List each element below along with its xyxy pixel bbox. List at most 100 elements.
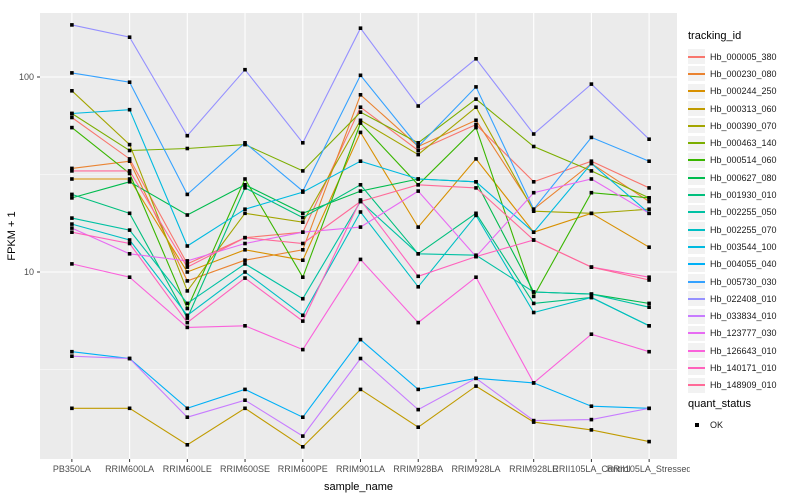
- legend-key-line-icon: [688, 118, 705, 134]
- data-point-marker: [589, 332, 594, 336]
- data-point-marker: [70, 406, 74, 411]
- data-point-marker: [589, 265, 594, 269]
- x-tick-label: RRIM901LA: [336, 464, 385, 474]
- y-axis-title: FPKM + 1: [6, 211, 18, 260]
- data-point-marker: [243, 248, 247, 252]
- data-point-marker: [127, 275, 132, 279]
- data-point-marker: [531, 230, 536, 234]
- data-point-marker: [185, 443, 190, 447]
- legend-label: Hb_148909_010: [710, 380, 777, 391]
- data-point-marker: [474, 85, 478, 89]
- data-point-marker: [358, 183, 363, 187]
- legend-item: Hb_140171_010: [688, 359, 777, 376]
- legend-item: Hb_000313_060: [688, 100, 777, 117]
- data-point-marker: [127, 80, 132, 84]
- legend-label: Hb_000230_080: [710, 68, 777, 79]
- legend-title-quant-status: quant_status: [688, 398, 751, 410]
- legend-key-line-icon: [688, 152, 705, 168]
- legend-items: Hb_000005_380 Hb_000230_080 Hb_000244_250 H…: [688, 48, 777, 394]
- data-point-marker: [301, 319, 305, 323]
- data-point-marker: [70, 125, 74, 130]
- data-point-marker: [127, 159, 132, 163]
- data-point-marker: [531, 301, 536, 306]
- data-point-marker: [647, 275, 651, 279]
- data-point-marker: [474, 122, 478, 127]
- data-point-marker: [531, 207, 536, 211]
- data-point-marker: [70, 115, 74, 120]
- data-point-marker: [358, 210, 363, 214]
- x-axis-title: sample_name: [324, 481, 393, 493]
- data-point-marker: [127, 228, 132, 232]
- x-tick-label: RRIM928BA: [393, 464, 443, 474]
- data-point-marker: [416, 189, 420, 193]
- data-point-marker: [416, 104, 420, 108]
- legend-key-line-icon: [688, 308, 705, 324]
- data-point-marker: [474, 180, 478, 184]
- data-point-marker: [531, 418, 536, 423]
- legend-label: Hb_126643_010: [710, 345, 777, 356]
- data-point-marker: [243, 141, 247, 145]
- data-point-marker: [647, 159, 651, 163]
- data-point-marker: [647, 349, 651, 354]
- data-point-marker: [185, 301, 190, 306]
- data-point-marker: [127, 157, 132, 161]
- legend-item: Hb_003544_100: [688, 238, 777, 255]
- data-point-marker: [243, 270, 247, 274]
- data-point-marker: [416, 387, 420, 392]
- data-point-marker: [127, 169, 132, 173]
- data-point-marker: [185, 213, 190, 217]
- data-point-marker: [243, 183, 247, 187]
- x-tick-label: RRIM600LA: [105, 464, 154, 474]
- quant-ok-square-icon: [688, 417, 705, 432]
- data-point-marker: [185, 279, 190, 283]
- data-point-marker: [127, 177, 132, 181]
- data-point-marker: [243, 241, 247, 246]
- data-point-marker: [416, 407, 420, 412]
- legend-item: Hb_000005_380: [688, 48, 777, 65]
- data-point-marker: [358, 387, 363, 392]
- legend-label: Hb_123777_030: [710, 328, 777, 339]
- x-tick-label: RRIM928LE: [509, 464, 558, 474]
- data-point-marker: [243, 387, 247, 392]
- legend-item: Hb_002255_050: [688, 204, 777, 221]
- data-point-marker: [358, 130, 363, 135]
- legend-key-line-icon: [688, 222, 705, 238]
- legend-key-line-icon: [688, 360, 705, 376]
- data-point-marker: [474, 376, 478, 381]
- data-point-marker: [474, 213, 478, 218]
- data-point-marker: [243, 258, 247, 262]
- data-point-marker: [589, 135, 594, 140]
- legend-label: Hb_033834_010: [710, 311, 777, 322]
- data-point-marker: [301, 215, 305, 220]
- data-point-marker: [358, 199, 363, 204]
- legend-label: Hb_000313_060: [710, 103, 777, 114]
- data-point-marker: [301, 258, 305, 262]
- legend-item: Hb_022408_010: [688, 290, 777, 307]
- data-point-marker: [127, 142, 132, 147]
- legend-label-quant-ok: OK: [710, 419, 724, 430]
- data-point-marker: [185, 325, 190, 330]
- data-point-marker: [185, 289, 190, 293]
- legend-key-line-icon: [688, 343, 705, 359]
- data-point-marker: [70, 216, 74, 220]
- data-point-marker: [243, 177, 247, 181]
- data-point-marker: [185, 265, 190, 269]
- data-point-marker: [589, 169, 594, 173]
- data-point-marker: [127, 180, 132, 184]
- legend-key-line-icon: [688, 49, 705, 65]
- legend-item-quant-ok: OK: [688, 416, 751, 433]
- data-point-marker: [301, 347, 305, 352]
- data-point-marker: [474, 105, 478, 109]
- data-point-marker: [185, 270, 190, 274]
- legend-item: Hb_126643_010: [688, 342, 777, 359]
- data-point-marker: [243, 211, 247, 216]
- data-point-marker: [301, 241, 305, 246]
- data-point-marker: [243, 235, 247, 240]
- legend-label: Hb_140171_010: [710, 362, 777, 373]
- data-point-marker: [647, 278, 651, 282]
- data-point-marker: [127, 241, 132, 246]
- x-tick-label: RRIM928LA: [451, 464, 500, 474]
- x-tick-label: RRIM600LE: [163, 464, 212, 474]
- x-tick-label: PB350LA: [53, 464, 91, 474]
